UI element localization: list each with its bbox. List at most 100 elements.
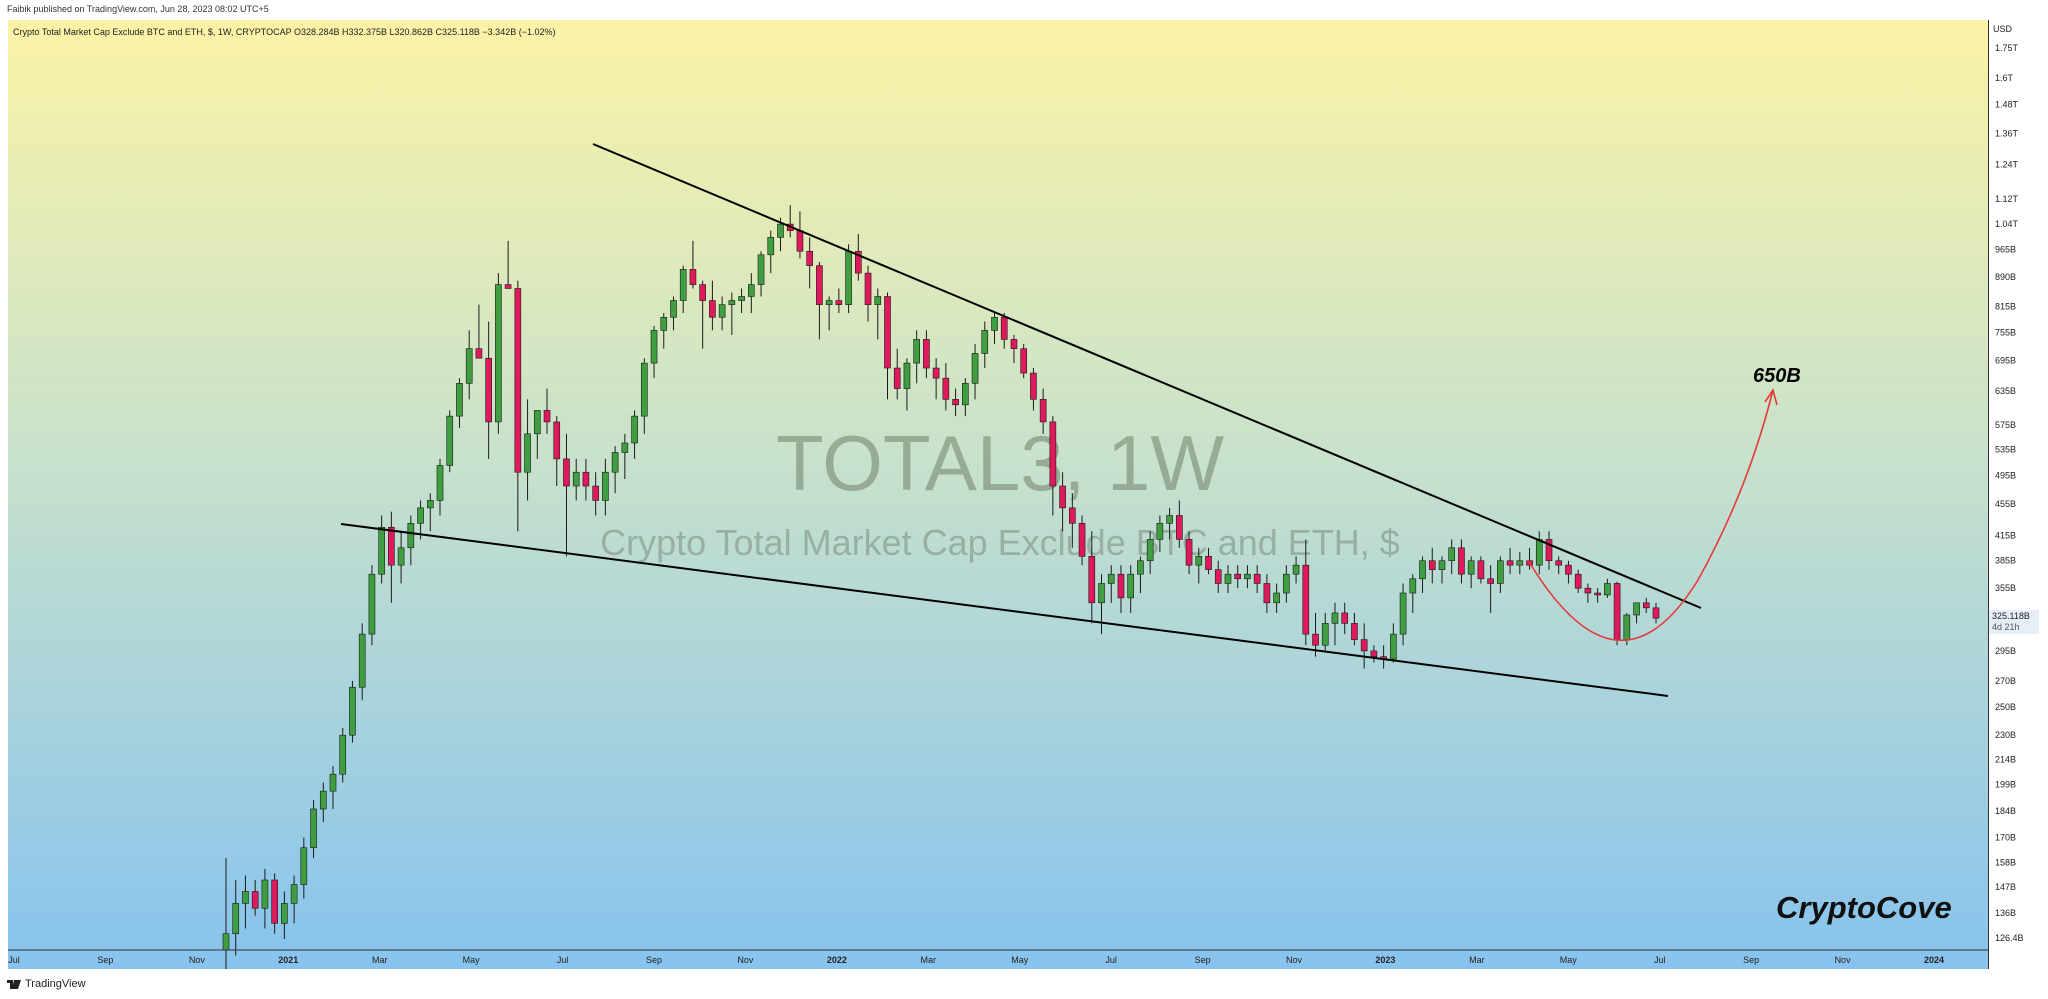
candle-body: [475, 348, 483, 359]
candle-body: [1419, 560, 1426, 580]
price-tick-label: 1.36T: [1995, 128, 2019, 138]
candle-body: [660, 316, 668, 331]
candle-body: [271, 879, 278, 924]
candle-body: [621, 442, 629, 453]
candle-body: [942, 377, 950, 400]
candle-body: [1049, 421, 1057, 487]
candle-body: [884, 296, 891, 369]
candle-body: [816, 265, 823, 305]
candle-body: [1409, 578, 1417, 594]
candle-body: [1176, 515, 1183, 540]
candle-body: [553, 421, 561, 460]
candle-body: [407, 522, 415, 549]
candle-body: [913, 339, 920, 364]
candle-body: [446, 415, 454, 466]
candle-body: [417, 507, 424, 524]
candle-body: [864, 272, 872, 305]
chart-legend: Crypto Total Market Cap Exclude BTC and …: [13, 27, 556, 37]
candle-body: [378, 526, 385, 575]
price-tick-label: 1.75T: [1995, 43, 2019, 53]
candle-body: [1516, 560, 1524, 566]
upper-trendline: [592, 143, 1702, 609]
candle-body: [1292, 564, 1300, 575]
price-tick-label: 575B: [1995, 420, 2016, 430]
candle-body: [1195, 556, 1203, 566]
price-tick-label: 415B: [1995, 530, 2016, 540]
candle-body: [1584, 587, 1592, 594]
time-tick-label: Sep: [646, 955, 662, 965]
tradingview-brand[interactable]: TradingView: [7, 978, 86, 990]
footer-bar: [0, 969, 2048, 999]
price-tick-label: 355B: [1995, 583, 2016, 593]
chart-background: [8, 20, 1988, 969]
candle-body: [1467, 560, 1475, 575]
candle-body: [1030, 372, 1037, 400]
candle-body: [485, 357, 492, 423]
candle-body: [1623, 614, 1631, 640]
candle-body: [903, 362, 911, 389]
candle-body: [1506, 560, 1514, 566]
candle-body: [602, 471, 609, 501]
candle-body: [563, 458, 570, 487]
candle-body: [718, 304, 726, 318]
candle-body: [1428, 560, 1436, 570]
price-tick-label: 455B: [1995, 499, 2016, 509]
price-tick-label: 184B: [1995, 806, 2016, 816]
candle-body: [1020, 348, 1028, 374]
price-axis[interactable]: USD 1.75T 1.6T 1.48T 1.36T 1.24T 1.12T 1.04T 96…: [1988, 20, 2048, 969]
candle-body: [1370, 650, 1378, 658]
candle-body: [242, 891, 249, 904]
candle-body: [874, 296, 882, 305]
candle-body: [709, 300, 716, 318]
candle-body: [777, 223, 784, 238]
time-tick-label: 2023: [1375, 955, 1395, 965]
candle-body: [504, 284, 512, 289]
price-ticks: 1.75T 1.6T 1.48T 1.36T 1.24T 1.12T 1.04T 965B 89…: [1995, 43, 2024, 943]
candle-body: [991, 316, 998, 331]
candle-body: [1555, 560, 1563, 566]
currency-label: USD: [1993, 24, 2013, 34]
signature: CryptoCove: [1776, 890, 1952, 925]
candle-body: [757, 254, 765, 285]
candle-body: [1069, 507, 1076, 524]
watermark-description: Crypto Total Market Cap Exclude BTC and …: [600, 522, 1400, 563]
candle-body: [456, 383, 463, 417]
candle-body: [1594, 592, 1601, 596]
candle-body: [796, 230, 804, 252]
candle-body: [1565, 564, 1572, 575]
last-price: 325.118B: [1992, 611, 2030, 621]
candle-body: [222, 933, 230, 951]
candle-body: [281, 903, 288, 924]
target-label: 650B: [1753, 365, 1801, 387]
candle-body: [368, 573, 376, 635]
candle-body: [1497, 560, 1504, 584]
candle-body: [543, 410, 551, 423]
candle-body: [1146, 539, 1154, 562]
price-chart[interactable]: TOTAL3, 1W Crypto Total Market Cap Exclu…: [8, 20, 1988, 969]
candle-body: [533, 410, 541, 435]
time-tick-label: Nov: [189, 955, 206, 965]
candle-body: [319, 790, 327, 810]
candle-body: [1107, 573, 1115, 584]
price-tick-label: 136B: [1995, 908, 2016, 918]
price-tick-label: 230B: [1995, 730, 2016, 740]
time-tick-label: Nov: [1286, 955, 1303, 965]
candle-body: [1234, 573, 1242, 580]
candle-body: [728, 300, 736, 305]
watermark-symbol: TOTAL3, 1W: [776, 419, 1224, 507]
price-tick-label: 1.24T: [1995, 160, 2019, 170]
price-tick-label: 1.6T: [1995, 73, 2014, 83]
candle-body: [1535, 539, 1543, 566]
candle-body: [1574, 573, 1582, 589]
candle-body: [631, 415, 638, 444]
candle-body: [582, 471, 590, 487]
price-tick-label: 535B: [1995, 444, 2016, 454]
time-tick-label: Nov: [737, 955, 754, 965]
candle-body: [747, 284, 755, 297]
candle-body: [952, 399, 959, 406]
candle-body: [640, 362, 648, 417]
price-tick-label: 815B: [1995, 302, 2016, 312]
candle-body: [923, 339, 930, 369]
candle-body: [436, 465, 444, 501]
time-tick-label: Jul: [8, 955, 20, 965]
